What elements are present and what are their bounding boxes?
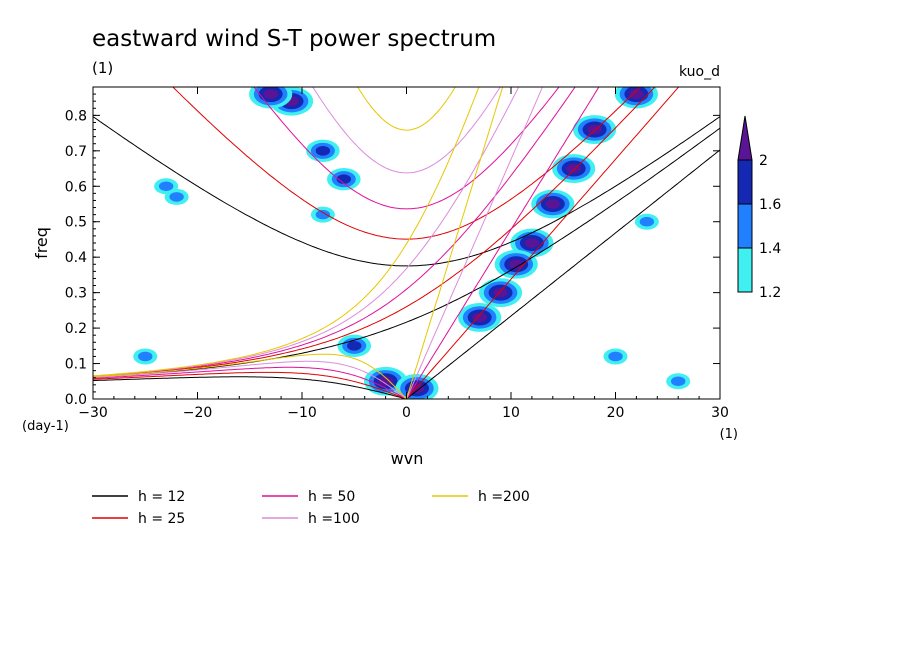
colorbar-segment — [737, 159, 753, 205]
x-tick-label: 10 — [502, 405, 520, 421]
y-tick-label: 0.0 — [65, 392, 87, 408]
power-blob — [347, 341, 362, 351]
power-blob — [545, 199, 560, 209]
rossby-curve — [93, 376, 407, 399]
colorbar-arrow — [737, 115, 753, 161]
power-blob — [608, 351, 623, 362]
gravity-wave-curve — [93, 116, 720, 267]
y-tick-label: 0.4 — [65, 250, 87, 266]
mrg-curve — [93, 127, 720, 378]
kelvin-curve — [406, 87, 680, 399]
gravity-wave-curve — [253, 87, 560, 210]
power-blob — [639, 216, 655, 227]
power-blob — [378, 376, 393, 387]
y-tick-label: 0.5 — [65, 215, 87, 231]
rossby-curve — [93, 366, 407, 399]
power-blob — [671, 376, 686, 387]
x-tick-label: −30 — [78, 405, 108, 421]
power-blob — [336, 174, 351, 184]
y-tick-label: 0.3 — [65, 286, 87, 302]
gravity-wave-curve — [357, 87, 456, 131]
y-tick-label: 0.8 — [65, 108, 87, 124]
legend-label: h = 50 — [308, 489, 355, 505]
x-tick-label: 0 — [402, 405, 411, 421]
y-tick-label: 0.6 — [65, 179, 87, 195]
x-tick-label: −20 — [183, 405, 213, 421]
chart-subtitle: (1) — [92, 59, 113, 77]
x-tick-label: −10 — [287, 405, 317, 421]
colorbar: 1.2 1.4 1.6 2 — [737, 115, 781, 301]
kelvin-curve — [406, 87, 600, 399]
power-blob — [315, 146, 331, 156]
gravity-wave-curve — [312, 87, 501, 174]
run-label: kuo_d — [679, 64, 720, 80]
x-tick-label: 20 — [607, 405, 625, 421]
power-blob — [158, 181, 174, 192]
rossby-curve — [93, 371, 407, 399]
y-tick-label: 0.7 — [65, 144, 87, 160]
power-blob — [409, 383, 425, 394]
legend: h = 12 h = 25 h = 50 h =100 h =200 — [92, 489, 530, 527]
plot-area: −30 −20 −10 0 10 20 30 0.0 0.1 0.2 0.3 0.4 0.5 0.6 0.7… — [65, 86, 729, 421]
power-blob — [169, 192, 184, 202]
legend-label: h = 12 — [138, 489, 185, 505]
mrg-curve — [93, 87, 656, 378]
power-blob — [315, 209, 331, 220]
x-axis-label: wvn — [391, 449, 424, 468]
kelvin-curve — [406, 149, 720, 399]
y-axis-unit: (day-1) — [22, 419, 69, 434]
legend-label: h =100 — [308, 511, 360, 527]
power-blob — [263, 89, 278, 99]
x-axis-unit: (1) — [720, 427, 738, 442]
x-tick-label: 30 — [711, 405, 729, 421]
mrg-curve — [93, 87, 576, 377]
legend-label: h =200 — [478, 489, 530, 505]
colorbar-tick-label: 1.6 — [759, 197, 781, 213]
y-tick-label: 0.2 — [65, 321, 87, 337]
gravity-wave-curve — [172, 87, 641, 240]
colorbar-tick-label: 2 — [759, 153, 768, 169]
colorbar-tick-label: 1.4 — [759, 241, 781, 257]
chart-title: eastward wind S-T power spectrum — [92, 26, 496, 52]
legend-label: h = 25 — [138, 511, 185, 527]
kelvin-curve — [406, 87, 544, 399]
power-blob — [493, 287, 508, 298]
colorbar-segment — [737, 247, 753, 293]
y-axis-label: freq — [32, 227, 51, 259]
power-blob — [524, 238, 540, 248]
colorbar-segment — [737, 203, 753, 249]
rossby-curve — [93, 353, 407, 399]
power-blob — [629, 89, 644, 99]
power-blob — [138, 351, 153, 362]
colorbar-tick-label: 1.2 — [759, 285, 781, 301]
y-tick-label: 0.1 — [65, 357, 87, 373]
rossby-curve — [93, 360, 407, 399]
kelvin-curve — [406, 87, 504, 399]
power-blob — [509, 259, 524, 270]
mrg-curve — [93, 87, 520, 377]
mrg-curve — [93, 87, 480, 377]
